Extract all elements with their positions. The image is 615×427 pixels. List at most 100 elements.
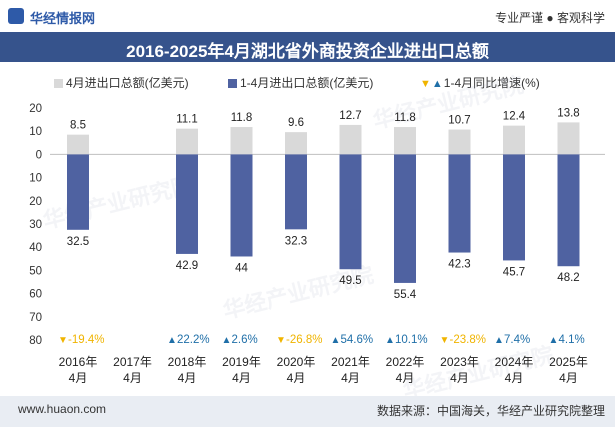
bar-jan-apr <box>557 154 580 267</box>
legend-item-jan-apr: 1-4月进出口总额(亿美元) <box>228 74 373 91</box>
legend: 4月进出口总额(亿美元) 1-4月进出口总额(亿美元) ▼▲1-4月同比增速(%… <box>0 72 615 94</box>
y-tick-label: 20 <box>29 103 42 115</box>
legend-item-growth: ▼▲1-4月同比增速(%) <box>420 74 540 91</box>
bar-jan-apr <box>176 154 198 254</box>
y-tick-label: 60 <box>29 289 42 301</box>
growth-down-triangle-icon: ▼ <box>276 335 286 346</box>
bar-april <box>67 134 89 155</box>
data-label-jan-apr: 42.3 <box>448 259 470 271</box>
growth-rate-label: 2.6% <box>232 334 258 346</box>
x-tick-label: 2018年 <box>168 355 207 369</box>
data-label-april: 11.8 <box>231 112 253 124</box>
bar-april <box>394 127 416 155</box>
top-bar: 华经情报网 专业严谨 ● 客观科学 <box>0 0 615 32</box>
legend-label-april: 4月进出口总额(亿美元) <box>66 76 189 90</box>
bar-april <box>557 122 580 155</box>
growth-rate-label: 4.1% <box>559 334 585 346</box>
x-tick-label: 4月 <box>505 371 524 385</box>
x-tick-label: 2019年 <box>222 355 261 369</box>
x-tick-label: 2022年 <box>386 355 425 369</box>
watermark-text: 华经产业研究院 <box>400 342 555 404</box>
x-tick-label: 2023年 <box>440 355 479 369</box>
bar-april <box>285 132 307 155</box>
bar-jan-apr <box>230 154 253 257</box>
growth-up-triangle-icon: ▲ <box>494 335 504 346</box>
x-tick-label: 4月 <box>450 371 469 385</box>
bar-jan-apr <box>285 154 307 230</box>
bar-april <box>503 125 525 155</box>
growth-up-triangle-icon: ▲ <box>222 335 232 346</box>
x-tick-label: 4月 <box>287 371 306 385</box>
bar-jan-apr <box>67 154 89 230</box>
x-tick-label: 4月 <box>341 371 360 385</box>
logo-text: 华经情报网 <box>30 11 96 26</box>
growth-rate-label: 7.4% <box>504 334 530 346</box>
growth-rate-label: -19.4% <box>68 334 104 346</box>
bar-april <box>230 127 253 155</box>
x-tick-label: 4月 <box>396 371 415 385</box>
watermark-text: 华经产业研究院 <box>40 172 195 234</box>
growth-up-triangle-icon: ▲ <box>331 335 341 346</box>
data-label-jan-apr: 48.2 <box>557 272 579 284</box>
y-tick-label: 30 <box>29 219 42 231</box>
x-tick-label: 2025年 <box>549 355 588 369</box>
growth-up-triangle-icon: ▲ <box>549 335 559 346</box>
slogan: 专业严谨 ● 客观科学 <box>495 11 605 25</box>
bar-jan-apr <box>394 154 416 283</box>
data-label-april: 12.4 <box>503 111 526 123</box>
data-label-jan-apr: 45.7 <box>503 266 525 278</box>
data-label-jan-apr: 32.5 <box>67 236 89 248</box>
x-tick-label: 2017年 <box>113 355 152 369</box>
y-tick-label: 0 <box>36 149 42 161</box>
growth-down-triangle-icon: ▼ <box>440 335 450 346</box>
footer-website: www.huaon.com <box>18 402 107 416</box>
labels-group: 8.532.5▼ -19.4%11.142.9▲ 22.2%11.844▲ 2.6%9… <box>58 107 585 346</box>
y-tick-label: 70 <box>29 312 42 324</box>
legend-triangle-down-icon: ▼ <box>420 77 431 90</box>
growth-rate-label: -26.8% <box>286 334 322 346</box>
y-axis: 20 10 0 10 20 30 40 50 60 70 80 2016年 4月 2017年 4月 2018年… <box>29 103 605 385</box>
growth-rate-label: -23.8% <box>450 334 486 346</box>
x-tick-label: 4月 <box>69 371 88 385</box>
chart-title: 2016-2025年4月湖北省外商投资企业进出口总额 <box>126 42 489 61</box>
growth-rate-label: 10.1% <box>395 334 428 346</box>
legend-swatch-jan-apr <box>228 79 237 89</box>
bar-jan-apr <box>503 154 525 261</box>
bar-april <box>339 124 362 155</box>
data-label-april: 9.6 <box>288 117 304 129</box>
x-tick-label: 2016年 <box>59 355 98 369</box>
data-label-april: 10.7 <box>448 115 470 127</box>
x-tick-label: 4月 <box>232 371 251 385</box>
legend-item-april: 4月进出口总额(亿美元) <box>54 74 189 91</box>
data-label-jan-apr: 32.3 <box>285 235 307 247</box>
x-tick-label: 2020年 <box>277 355 316 369</box>
x-tick-label: 4月 <box>178 371 197 385</box>
y-tick-label: 50 <box>29 265 42 277</box>
y-tick-label: 80 <box>29 335 42 347</box>
legend-swatch-april <box>54 79 63 89</box>
bar-jan-apr <box>448 154 471 253</box>
growth-rate-label: 54.6% <box>341 334 374 346</box>
growth-up-triangle-icon: ▲ <box>385 335 395 346</box>
x-tick-label: 4月 <box>559 371 578 385</box>
y-tick-label: 10 <box>29 173 42 185</box>
growth-rate-label: 22.2% <box>177 334 210 346</box>
growth-up-triangle-icon: ▲ <box>167 335 177 346</box>
data-label-jan-apr: 44 <box>235 262 248 274</box>
data-label-jan-apr: 55.4 <box>394 289 417 301</box>
y-tick-label: 40 <box>29 242 42 254</box>
title-bar <box>0 32 615 62</box>
x-tick-label: 2024年 <box>495 355 534 369</box>
data-label-april: 8.5 <box>70 120 86 132</box>
data-label-april: 11.1 <box>176 114 198 126</box>
x-tick-label: 2021年 <box>331 355 370 369</box>
footer-bar <box>0 396 615 427</box>
legend-triangle-up-icon: ▲ <box>431 77 443 90</box>
data-label-jan-apr: 49.5 <box>339 275 361 287</box>
footer-source: 数据来源：中国海关，华经产业研究院整理 <box>376 404 605 418</box>
bar-april <box>448 129 471 155</box>
y-tick-label: 10 <box>29 126 42 138</box>
bar-jan-apr <box>339 154 362 270</box>
growth-down-triangle-icon: ▼ <box>58 335 68 346</box>
